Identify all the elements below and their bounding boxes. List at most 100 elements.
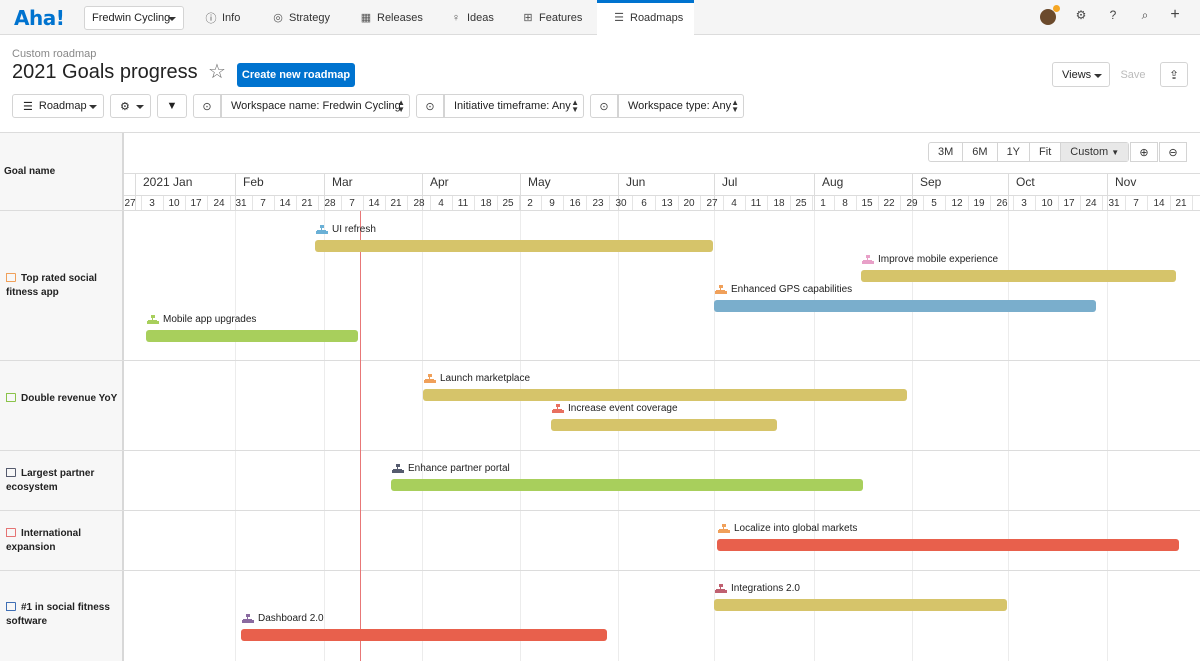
initiative-label[interactable]: Improve mobile experience xyxy=(862,254,998,265)
help-icon[interactable]: ? xyxy=(1109,8,1117,22)
share-icon[interactable]: ⇪ xyxy=(1160,62,1188,87)
app-logo[interactable]: Aha! xyxy=(14,6,65,30)
zoom-custom[interactable]: Custom ▼ xyxy=(1061,143,1129,161)
workspace-select[interactable]: Fredwin Cycling xyxy=(84,6,184,30)
divider xyxy=(0,360,124,361)
initiative-label[interactable]: Mobile app upgrades xyxy=(147,314,256,325)
initiative-bar[interactable] xyxy=(714,300,1096,312)
settings-dropdown[interactable]: ⚙ xyxy=(110,94,151,118)
initiative-bar[interactable] xyxy=(717,539,1179,551)
goal-name-header: Goal name xyxy=(4,166,56,177)
workspace-type-filter[interactable]: Workspace type: Any ▲ ▼ xyxy=(618,94,744,118)
day-divider xyxy=(1080,195,1081,211)
day-label: 24 xyxy=(213,198,225,209)
divider xyxy=(0,570,124,571)
day-label: 2 xyxy=(527,198,533,209)
goal-row-label[interactable]: Top rated social fitness app xyxy=(6,272,118,300)
initiative-label[interactable]: UI refresh xyxy=(316,224,376,235)
clear-filter-icon[interactable]: ⊙ xyxy=(590,94,618,118)
grid-line xyxy=(814,211,815,661)
zoom-out-icon[interactable]: ⊖ xyxy=(1159,142,1187,162)
search-icon[interactable]: ⌕ xyxy=(1141,8,1149,22)
day-divider xyxy=(1035,195,1036,211)
clear-filter-icon[interactable]: ⊙ xyxy=(193,94,221,118)
star-icon[interactable]: ☆ xyxy=(208,61,226,83)
initiative-label[interactable]: Enhance partner portal xyxy=(392,463,510,474)
day-label: 14 xyxy=(368,198,380,209)
day-divider xyxy=(834,195,835,211)
initiative-bar[interactable] xyxy=(551,419,777,431)
goal-name: Top rated social fitness app xyxy=(6,273,97,298)
day-label: 14 xyxy=(279,198,291,209)
month-label: Jul xyxy=(722,175,738,189)
hierarchy-icon xyxy=(715,284,727,295)
tab-strategy[interactable]: ◎ Strategy xyxy=(272,0,330,35)
goal-row-label[interactable]: #1 in social fitness software xyxy=(6,601,118,629)
initiative-bar[interactable] xyxy=(423,389,907,401)
initiative-label[interactable]: Dashboard 2.0 xyxy=(242,613,324,624)
avatar[interactable] xyxy=(1040,9,1056,25)
day-divider xyxy=(497,195,498,211)
tab-roadmaps[interactable]: ☰ Roadmaps xyxy=(597,0,694,35)
zoom-3m[interactable]: 3M xyxy=(929,143,964,161)
view-select[interactable]: ☰ Roadmap xyxy=(12,94,104,118)
goal-name: International expansion xyxy=(6,528,82,553)
initiative-label[interactable]: Integrations 2.0 xyxy=(715,583,800,594)
chevron-down-icon: ▼ xyxy=(1111,147,1120,157)
zoom-6m[interactable]: 6M xyxy=(963,143,998,161)
initiative-bar[interactable] xyxy=(315,240,713,252)
zoom-1y[interactable]: 1Y xyxy=(998,143,1031,161)
chevron-down-icon xyxy=(1094,74,1102,78)
grid-line xyxy=(324,211,325,661)
day-label: 20 xyxy=(683,198,695,209)
day-divider xyxy=(745,195,746,211)
day-label: 30 xyxy=(615,198,627,209)
initiative-label[interactable]: Enhanced GPS capabilities xyxy=(715,284,852,295)
initiative-label[interactable]: Increase event coverage xyxy=(552,403,678,414)
goal-row-label[interactable]: Double revenue YoY xyxy=(6,392,118,406)
day-divider xyxy=(207,195,208,211)
day-label: 21 xyxy=(301,198,313,209)
tab-ideas[interactable]: ♀ Ideas xyxy=(450,0,494,35)
tab-releases[interactable]: ▦ Releases xyxy=(360,0,423,35)
hierarchy-icon xyxy=(552,403,564,414)
day-divider xyxy=(519,195,520,211)
zoom-in-icon[interactable]: ⊕ xyxy=(1130,142,1158,162)
initiative-bar[interactable] xyxy=(861,270,1176,282)
month-divider xyxy=(912,173,913,211)
day-divider xyxy=(856,195,857,211)
clear-filter-icon[interactable]: ⊙ xyxy=(416,94,444,118)
day-label: 7 xyxy=(1133,198,1139,209)
initiative-bar[interactable] xyxy=(241,629,607,641)
gear-icon[interactable]: ⚙ xyxy=(1075,8,1087,22)
save-button[interactable]: Save xyxy=(1120,68,1146,81)
initiative-bar[interactable] xyxy=(146,330,358,342)
tab-info[interactable]: ⓘ Info xyxy=(205,0,241,35)
day-divider xyxy=(474,195,475,211)
day-label: 21 xyxy=(1175,198,1187,209)
filter-button[interactable]: ▼ xyxy=(157,94,187,118)
workspace-name-filter[interactable]: Workspace name: Fredwin Cycling ▲ ▼ xyxy=(221,94,410,118)
initiative-bar[interactable] xyxy=(714,599,1007,611)
month-label: Mar xyxy=(332,175,353,189)
initiative-timeframe-filter[interactable]: Initiative timeframe: Any ▲ ▼ xyxy=(444,94,584,118)
goal-row-label[interactable]: Largest partner ecosystem xyxy=(6,467,118,495)
day-label: 21 xyxy=(390,198,402,209)
day-divider xyxy=(990,195,991,211)
initiative-label[interactable]: Launch marketplace xyxy=(424,373,530,384)
initiative-bar[interactable] xyxy=(391,479,863,491)
month-label: 2021 Jan xyxy=(143,175,193,189)
day-label: 31 xyxy=(235,198,247,209)
tab-features[interactable]: ⊞ Features xyxy=(522,0,582,35)
divider xyxy=(0,210,124,211)
day-label: 31 xyxy=(1108,198,1120,209)
day-divider xyxy=(878,195,879,211)
zoom-fit[interactable]: Fit xyxy=(1030,143,1062,161)
day-label: 6 xyxy=(641,198,647,209)
create-roadmap-button[interactable]: Create new roadmap xyxy=(237,63,355,87)
initiative-label[interactable]: Localize into global markets xyxy=(718,523,857,534)
goal-row-label[interactable]: International expansion xyxy=(6,527,118,555)
plus-icon[interactable]: + xyxy=(1170,6,1180,23)
hierarchy-icon xyxy=(862,254,874,265)
views-button[interactable]: Views xyxy=(1052,62,1110,87)
